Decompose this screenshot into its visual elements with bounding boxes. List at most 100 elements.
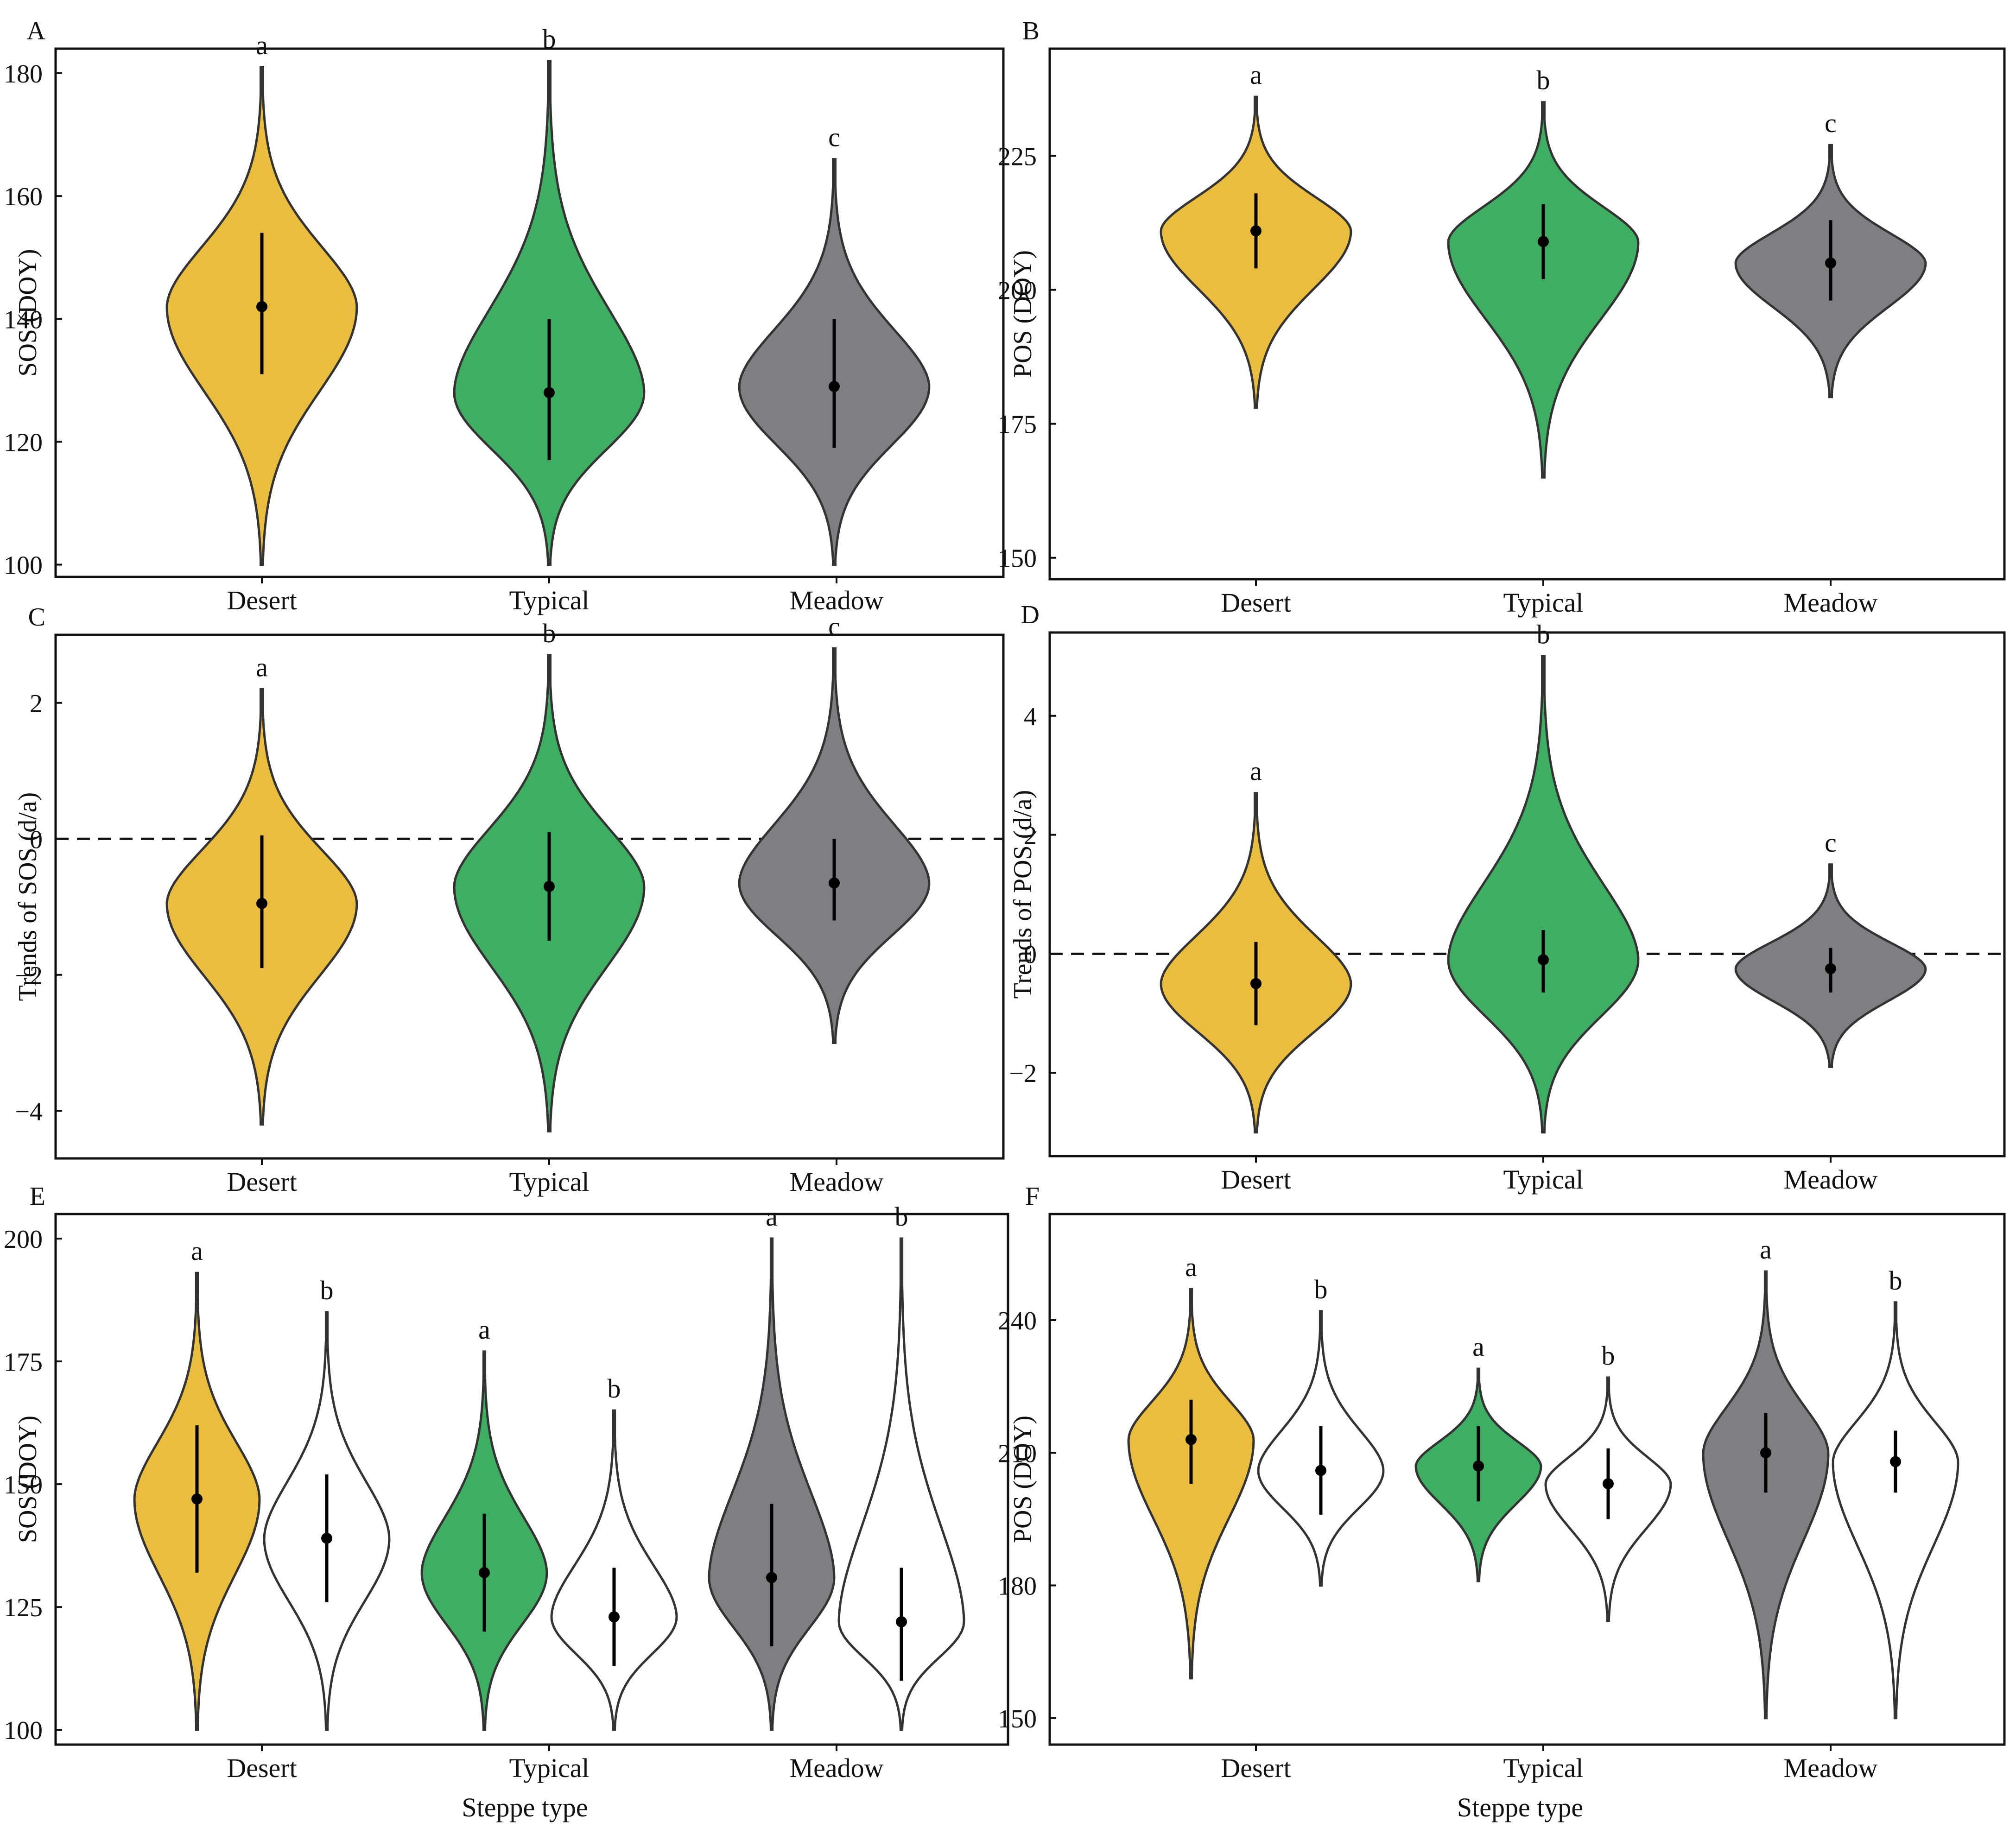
plot-frame (54, 633, 1005, 1160)
x-tick-label: Desert (1221, 1753, 1291, 1783)
median-point (1250, 225, 1262, 237)
x-tick-label: Typical (509, 1753, 589, 1783)
significance-letter: b (1537, 619, 1550, 649)
violin-meadow-2: b (837, 1202, 965, 1731)
violin-body (453, 60, 646, 566)
significance-letter: b (543, 618, 556, 648)
x-tick-label: Meadow (1784, 1753, 1878, 1783)
violin-typical-2: b (1544, 1341, 1672, 1622)
x-tick-label: Meadow (790, 1167, 884, 1197)
violin-typical-2: b (550, 1373, 678, 1731)
x-tick-label: Desert (227, 585, 297, 615)
x-tick-label: Desert (1221, 588, 1291, 618)
x-tick-label: Meadow (790, 1753, 884, 1783)
violin-desert: a (1160, 756, 1352, 1134)
significance-letter: a (1250, 756, 1262, 786)
violin-typical-1: a (420, 1315, 548, 1731)
significance-letter: a (478, 1315, 490, 1345)
plot-frame (54, 1213, 1009, 1746)
y-axis-label: POS (DOY) (1008, 1416, 1037, 1543)
median-point (1825, 963, 1836, 974)
y-tick-label: 125 (4, 1594, 43, 1622)
significance-letter: a (1185, 1252, 1197, 1282)
y-axis-label: SOS (DOY) (13, 249, 42, 376)
significance-letter: b (895, 1202, 908, 1232)
median-point (829, 381, 840, 392)
x-axis-label: Steppe type (1457, 1792, 1583, 1822)
median-point (1186, 1434, 1197, 1445)
significance-letter: b (1889, 1265, 1902, 1296)
y-axis-label: SOS (DOY) (13, 1416, 42, 1543)
y-tick-label: 100 (4, 1716, 43, 1745)
significance-letter: a (256, 30, 268, 60)
panel-label: B (1022, 17, 1040, 45)
y-tick-label: 0 (1024, 940, 1037, 969)
median-point (1315, 1465, 1326, 1476)
y-tick-label: 2 (30, 689, 43, 718)
panel-D: D −2 0 2 4 Trends of POS (d/a) Desert Typical Me… (1008, 601, 2006, 1195)
y-tick-label: −2 (15, 961, 43, 990)
significance-letter: b (1537, 65, 1550, 95)
violin-body (1702, 1270, 1830, 1720)
violin-meadow-1: a (1702, 1234, 1830, 1720)
median-point (1538, 954, 1549, 966)
violin-desert-1: a (1127, 1252, 1255, 1680)
significance-letter: b (543, 24, 556, 54)
violin-meadow: c (738, 611, 931, 1044)
violin-meadow: c (1734, 108, 1927, 398)
median-point (479, 1567, 490, 1578)
y-tick-label: 0 (30, 825, 43, 854)
median-point (321, 1532, 332, 1544)
significance-letter: c (828, 122, 840, 152)
violin-typical: b (1447, 619, 1640, 1134)
x-tick-label: Typical (509, 585, 589, 615)
significance-letter: a (1760, 1234, 1772, 1265)
x-tick-label: Typical (1503, 588, 1583, 618)
y-tick-label: 100 (4, 551, 43, 580)
median-point (544, 880, 555, 892)
x-tick-label: Meadow (1784, 588, 1878, 618)
y-tick-label: 160 (4, 183, 43, 211)
median-point (256, 898, 267, 909)
y-tick-label: 180 (4, 60, 43, 89)
panel-E: E 100 125 150 175 200 SOS (DOY) Desert Typical Me… (4, 1182, 1009, 1822)
x-tick-label: Desert (227, 1753, 297, 1783)
x-tick-label: Meadow (790, 585, 884, 615)
violin-meadow-2: b (1832, 1265, 1959, 1720)
y-tick-label: 210 (998, 1439, 1037, 1468)
y-tick-label: 4 (1024, 702, 1037, 731)
median-point (1603, 1478, 1614, 1490)
median-point (1473, 1460, 1484, 1472)
violin-desert-2: b (1257, 1274, 1385, 1587)
violin-body (1832, 1301, 1959, 1720)
x-tick-label: Typical (509, 1167, 589, 1197)
x-tick-label: Meadow (1784, 1164, 1878, 1195)
y-tick-label: 140 (4, 305, 43, 334)
median-point (896, 1616, 907, 1627)
significance-letter: b (1314, 1274, 1328, 1304)
violin-typical-1: a (1414, 1332, 1542, 1582)
significance-letter: c (1825, 828, 1837, 858)
y-tick-label: 150 (4, 1471, 43, 1499)
violin-body (1447, 655, 1640, 1134)
violin-desert: a (165, 652, 358, 1126)
y-tick-label: 240 (998, 1307, 1037, 1335)
violin-desert-1: a (133, 1236, 261, 1731)
y-tick-label: 200 (998, 276, 1037, 305)
panel-C: C −4 −2 0 2 Trends of SOS (d/a) Desert Typical M… (13, 603, 1005, 1197)
y-axis-label: Trends of SOS (d/a) (13, 792, 42, 1001)
y-tick-label: −2 (1009, 1059, 1037, 1088)
significance-letter: b (320, 1275, 334, 1305)
y-tick-label: 150 (998, 544, 1037, 573)
y-axis-label: Trends of POS (d/a) (1008, 790, 1037, 999)
x-tick-label: Desert (227, 1167, 297, 1197)
median-point (1250, 978, 1262, 989)
significance-letter: a (766, 1202, 778, 1232)
violin-desert: a (1160, 60, 1352, 409)
median-point (256, 301, 267, 312)
panel-label: E (30, 1182, 45, 1211)
significance-letter: a (191, 1236, 203, 1266)
violin-body (708, 1237, 836, 1731)
violin-body (1127, 1288, 1255, 1680)
